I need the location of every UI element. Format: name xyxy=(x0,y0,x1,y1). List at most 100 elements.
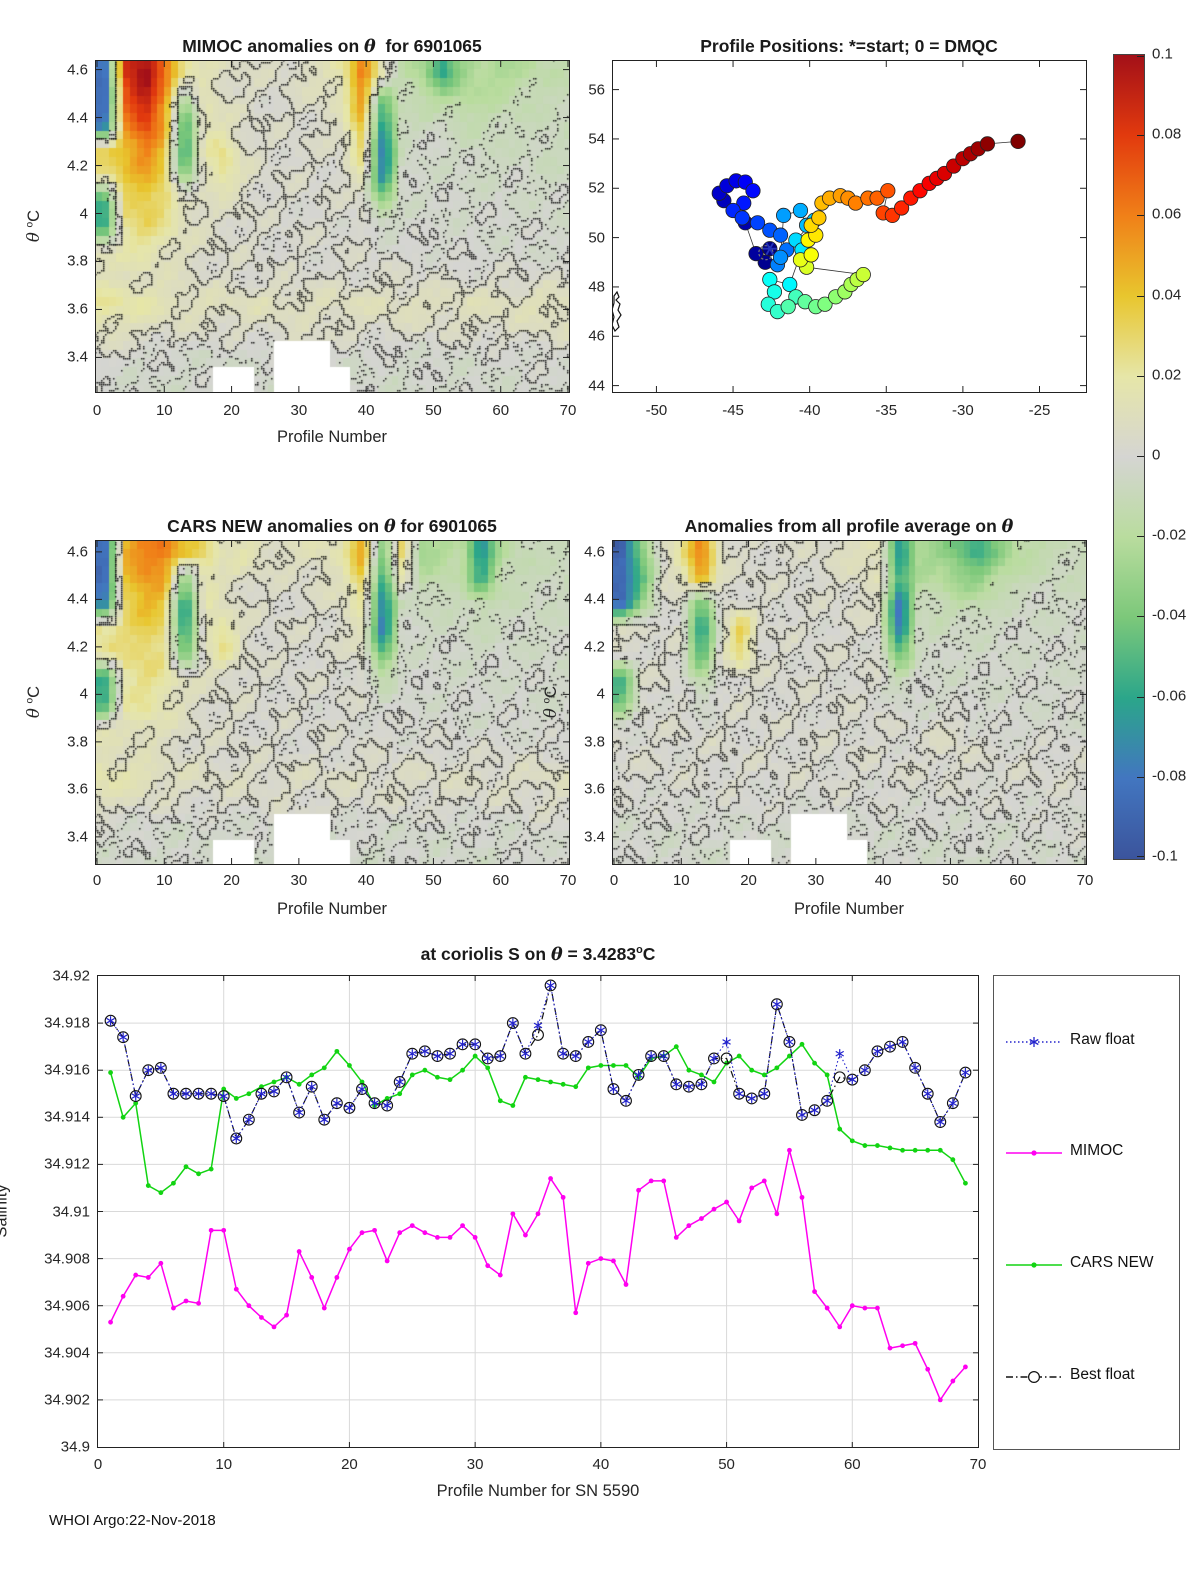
p1-heatmap-canvas xyxy=(95,60,570,393)
p2-heatmap-canvas xyxy=(95,540,570,865)
panel1-ylabel: θ oC xyxy=(24,209,43,243)
bottom-y-tick-label: 34.916 xyxy=(44,1061,90,1079)
y-tick-label: 4.6 xyxy=(584,543,605,561)
map-y-tick-label: 52 xyxy=(588,179,605,197)
salinity-line-chart xyxy=(97,975,979,1448)
map-x-tick-label: -45 xyxy=(722,402,744,419)
mimoc-line-icon xyxy=(1006,1150,1062,1156)
x-tick-label: 70 xyxy=(559,872,577,889)
y-tick-label: 4.4 xyxy=(67,590,88,608)
x-tick-label: 0 xyxy=(609,872,619,889)
heatmap-mimoc-anomalies xyxy=(95,60,570,393)
legend-cars-new: CARS NEW xyxy=(994,1252,1179,1278)
map-y-tick-label: 50 xyxy=(588,229,605,247)
x-tick-label: 40 xyxy=(357,402,375,419)
bottom-y-tick-label: 34.908 xyxy=(44,1250,90,1268)
panel2-xlabel: Profile Number xyxy=(276,900,388,918)
colorbar-tick-label: -0.06 xyxy=(1152,687,1187,705)
bottom-y-tick-label: 34.906 xyxy=(44,1297,90,1315)
x-tick-label: 70 xyxy=(559,402,577,419)
colorbar-tick xyxy=(1137,536,1144,538)
y-tick-label: 3.6 xyxy=(67,780,88,798)
map-y-tick-label: 44 xyxy=(588,377,605,395)
map-x-tick-label: -35 xyxy=(875,402,898,419)
y-tick-label: 3.6 xyxy=(584,780,605,798)
best-float-line-icon xyxy=(1006,1370,1062,1384)
colorbar-tick-label: -0.08 xyxy=(1152,767,1187,785)
colorbar-tick xyxy=(1137,856,1144,857)
colorbar-tick-label: 0.08 xyxy=(1152,125,1182,143)
bottom-y-tick-label: 34.904 xyxy=(44,1344,90,1362)
bottom-x-tick-label: 40 xyxy=(592,1456,610,1473)
bottom-y-tick-label: 34.912 xyxy=(44,1155,90,1173)
map-y-tick-label: 56 xyxy=(588,81,605,99)
colorbar-tick xyxy=(1137,616,1144,618)
x-tick-label: 30 xyxy=(290,402,308,419)
y-tick-label: 4.6 xyxy=(67,61,88,79)
map-y-tick-label: 54 xyxy=(588,130,605,148)
bottom-y-tick-label: 34.9 xyxy=(60,1438,90,1456)
x-tick-label: 40 xyxy=(874,872,892,889)
y-tick-label: 3.8 xyxy=(67,252,88,270)
bottom-x-tick-label: 60 xyxy=(843,1456,861,1473)
map-x-tick-label: -50 xyxy=(645,402,668,419)
legend-mimoc: MIMOC xyxy=(994,1140,1179,1166)
y-tick-label: 4 xyxy=(596,685,605,703)
colorbar-tick-label: -0.1 xyxy=(1152,847,1178,865)
colorbar-tick-label: 0.04 xyxy=(1152,286,1182,304)
x-tick-label: 50 xyxy=(942,872,959,889)
panel3-title: Anomalies from all profile average on θ xyxy=(684,516,1014,537)
bottom-x-tick-label: 20 xyxy=(341,1456,358,1473)
x-tick-label: 70 xyxy=(1076,872,1094,889)
colorbar-tick-label: -0.04 xyxy=(1152,606,1187,624)
y-tick-label: 4 xyxy=(79,205,88,222)
bottom-y-tick-label: 34.91 xyxy=(52,1203,90,1220)
footer-timestamp: WHOI Argo:22-Nov-2018 xyxy=(49,1512,216,1529)
map-title: Profile Positions: *=start; 0 = DMQC xyxy=(700,36,998,56)
panel3-xlabel: Profile Number xyxy=(793,900,905,918)
x-tick-label: 0 xyxy=(92,402,102,419)
colorbar-tick xyxy=(1137,56,1144,57)
x-tick-label: 20 xyxy=(223,402,240,419)
legend: Raw float MIMOC CARS NEW Best float xyxy=(993,975,1180,1450)
colorbar-tick-label: 0.06 xyxy=(1152,205,1182,223)
legend-best-float: Best float xyxy=(994,1364,1179,1390)
legend-raw-float: Raw float xyxy=(994,1029,1179,1055)
x-tick-label: 50 xyxy=(425,872,442,889)
y-tick-label: 4.6 xyxy=(67,543,88,561)
x-tick-label: 50 xyxy=(425,402,442,419)
panel1-title: MIMOC anomalies on θ for 6901065 xyxy=(182,36,482,57)
x-tick-label: 30 xyxy=(290,872,308,889)
y-tick-label: 3.6 xyxy=(67,300,88,318)
bottom-y-tick-label: 34.902 xyxy=(44,1391,90,1409)
heatmap-cars-new-anomalies xyxy=(95,540,570,865)
colorbar-tick xyxy=(1137,135,1144,137)
panel3-ylabel: θ oC xyxy=(541,685,560,719)
x-tick-label: 0 xyxy=(92,872,102,889)
y-tick-label: 4 xyxy=(79,685,88,703)
colorbar-tick-label: 0.1 xyxy=(1152,45,1173,63)
y-tick-label: 3.4 xyxy=(584,828,605,846)
panel2-ylabel: θ oC xyxy=(24,685,43,719)
bottom-y-tick-label: 34.918 xyxy=(44,1014,90,1032)
map-x-tick-label: -25 xyxy=(1028,402,1051,419)
bottom-x-tick-label: 10 xyxy=(215,1456,233,1473)
colorbar xyxy=(1113,54,1145,860)
raw-float-line-icon xyxy=(1006,1037,1062,1047)
colorbar-tick-label: 0 xyxy=(1152,446,1161,464)
x-tick-label: 60 xyxy=(492,872,510,889)
x-tick-label: 20 xyxy=(223,872,240,889)
bottom-x-tick-label: 30 xyxy=(466,1456,484,1473)
x-tick-label: 10 xyxy=(155,872,173,889)
map-y-tick-label: 46 xyxy=(588,327,605,345)
x-tick-label: 10 xyxy=(155,402,173,419)
y-tick-label: 3.8 xyxy=(67,733,88,751)
profile-positions-map xyxy=(612,60,1087,393)
cars-new-line-icon xyxy=(1006,1262,1062,1268)
colorbar-tick xyxy=(1137,295,1144,297)
y-tick-label: 4.2 xyxy=(67,638,88,656)
y-tick-label: 4.2 xyxy=(584,638,605,656)
x-tick-label: 40 xyxy=(357,872,375,889)
bottom-x-tick-label: 0 xyxy=(93,1456,103,1473)
